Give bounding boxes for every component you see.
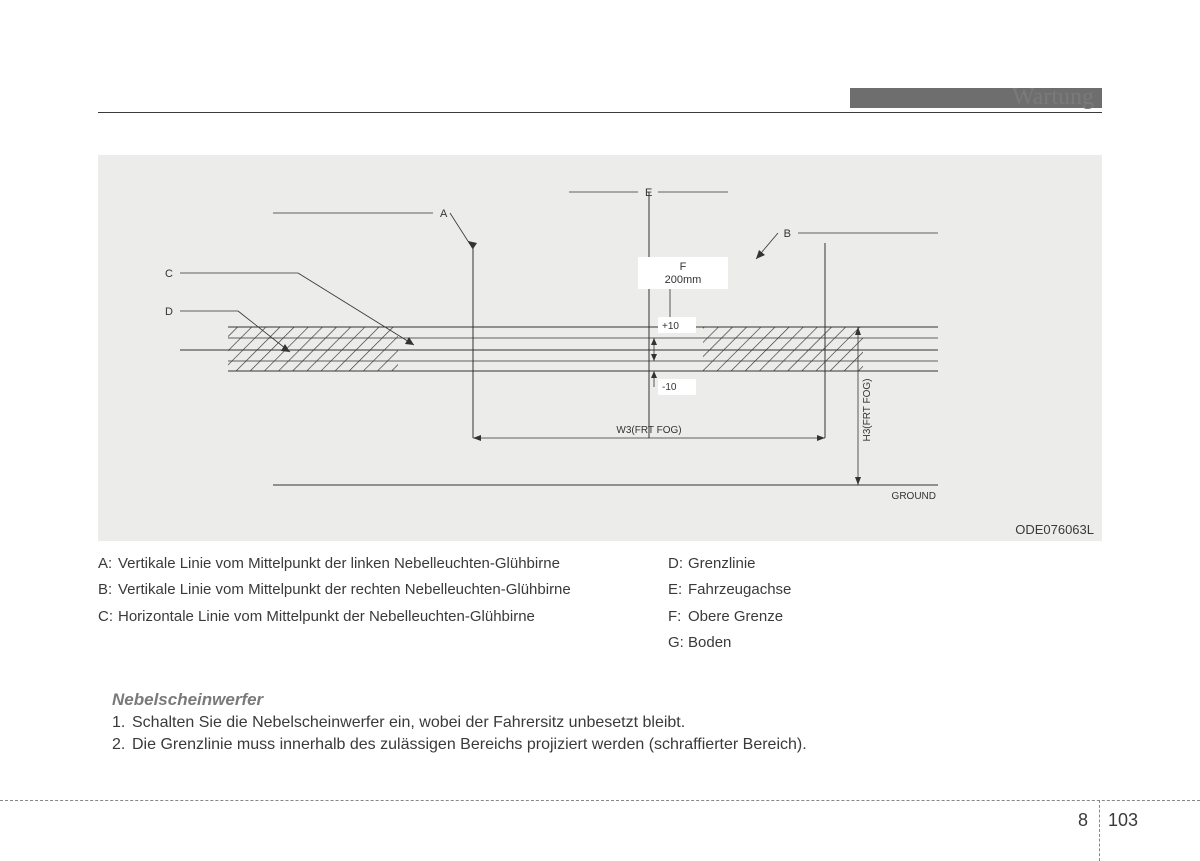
label-plus10: +10 xyxy=(662,321,679,332)
legend-text: Grenzlinie xyxy=(688,554,1102,574)
legend-text: Vertikale Linie vom Mittelpunkt der link… xyxy=(118,554,648,574)
diagram-svg: E A B C D F 200mm xyxy=(98,155,1102,541)
legend-item: B: Vertikale Linie vom Mittelpunkt der r… xyxy=(98,580,648,600)
page-number: 103 xyxy=(1108,810,1138,831)
legend-key: B: xyxy=(98,580,118,600)
page-header: Wartung xyxy=(98,88,1102,118)
label-B: B xyxy=(784,228,791,240)
legend-key: A: xyxy=(98,554,118,574)
instruction-number: 1. xyxy=(112,712,132,734)
instruction-text: Schalten Sie die Nebelscheinwerfer ein, … xyxy=(132,712,685,734)
legend-key: F: xyxy=(668,607,688,627)
label-F-value: 200mm xyxy=(665,274,702,286)
legend-item: C: Horizontale Linie vom Mittelpunkt der… xyxy=(98,607,648,627)
legend-key: E: xyxy=(668,580,688,600)
legend-item: A: Vertikale Linie vom Mittelpunkt der l… xyxy=(98,554,648,574)
legend-key: D: xyxy=(668,554,688,574)
legend-text: Boden xyxy=(688,633,1102,653)
legend-item: F: Obere Grenze xyxy=(668,607,1102,627)
legend-text: Vertikale Linie vom Mittelpunkt der rech… xyxy=(118,580,648,600)
instruction-row: 1. Schalten Sie die Nebelscheinwerfer ei… xyxy=(112,712,1092,734)
label-H3: H3(FRT FOG) xyxy=(862,379,873,442)
label-F: F xyxy=(680,261,687,273)
image-code: ODE076063L xyxy=(1015,522,1094,537)
legend-text: Fahrzeugachse xyxy=(688,580,1102,600)
fog-light-aiming-diagram: E A B C D F 200mm xyxy=(98,155,1102,541)
footer-divider xyxy=(1099,800,1100,861)
section-title: Nebelscheinwerfer xyxy=(112,690,263,710)
header-rule xyxy=(98,112,1102,113)
legend-item: D: Grenzlinie xyxy=(668,554,1102,574)
label-C: C xyxy=(165,268,173,280)
legend-text: Horizontale Linie vom Mittelpunkt der Ne… xyxy=(118,607,648,627)
label-minus10: -10 xyxy=(662,382,677,393)
legend-left-column: A: Vertikale Linie vom Mittelpunkt der l… xyxy=(98,554,668,659)
legend: A: Vertikale Linie vom Mittelpunkt der l… xyxy=(98,554,1102,659)
legend-item: G: Boden xyxy=(668,633,1102,653)
legend-item: E: Fahrzeugachse xyxy=(668,580,1102,600)
instructions: 1. Schalten Sie die Nebelscheinwerfer ei… xyxy=(112,712,1092,757)
page-chapter: 8 xyxy=(1078,810,1088,831)
instruction-number: 2. xyxy=(112,734,132,756)
instruction-text: Die Grenzlinie muss innerhalb des zuläss… xyxy=(132,734,807,756)
legend-key: C: xyxy=(98,607,118,627)
label-W3: W3(FRT FOG) xyxy=(616,425,681,436)
footer-rule xyxy=(0,800,1200,801)
legend-right-column: D: Grenzlinie E: Fahrzeugachse F: Obere … xyxy=(668,554,1102,659)
label-A: A xyxy=(440,208,448,220)
chapter-title: Wartung xyxy=(1012,84,1094,111)
label-ground: GROUND xyxy=(892,491,936,502)
instruction-row: 2. Die Grenzlinie muss innerhalb des zul… xyxy=(112,734,1092,756)
legend-key: G: xyxy=(668,633,688,653)
legend-text: Obere Grenze xyxy=(688,607,1102,627)
label-D: D xyxy=(165,306,173,318)
